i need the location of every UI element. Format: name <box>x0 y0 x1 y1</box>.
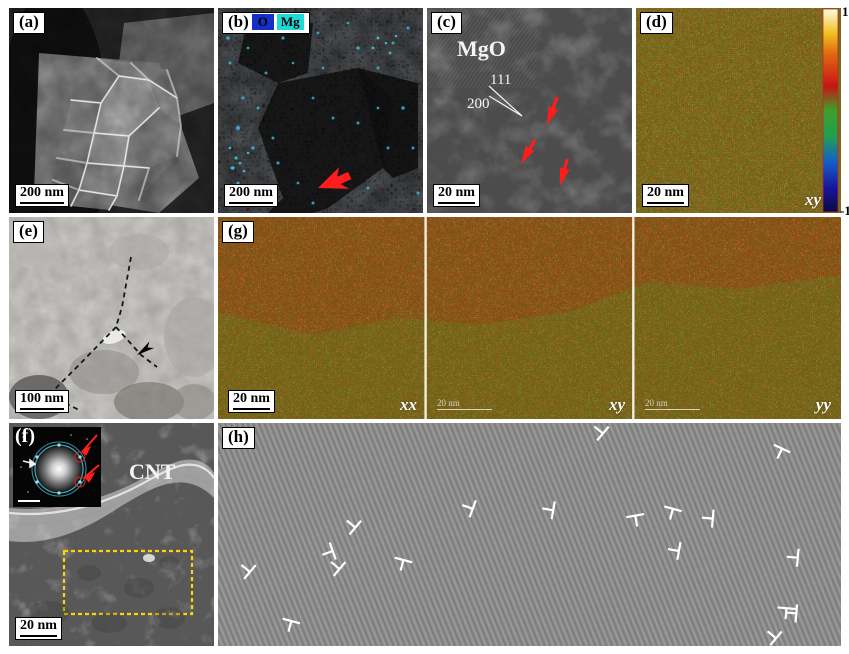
svg-text:MgO: MgO <box>457 36 506 61</box>
svg-text:111: 111 <box>490 72 511 88</box>
svg-text:200: 200 <box>467 96 490 112</box>
svg-text:CNT: CNT <box>129 459 176 484</box>
